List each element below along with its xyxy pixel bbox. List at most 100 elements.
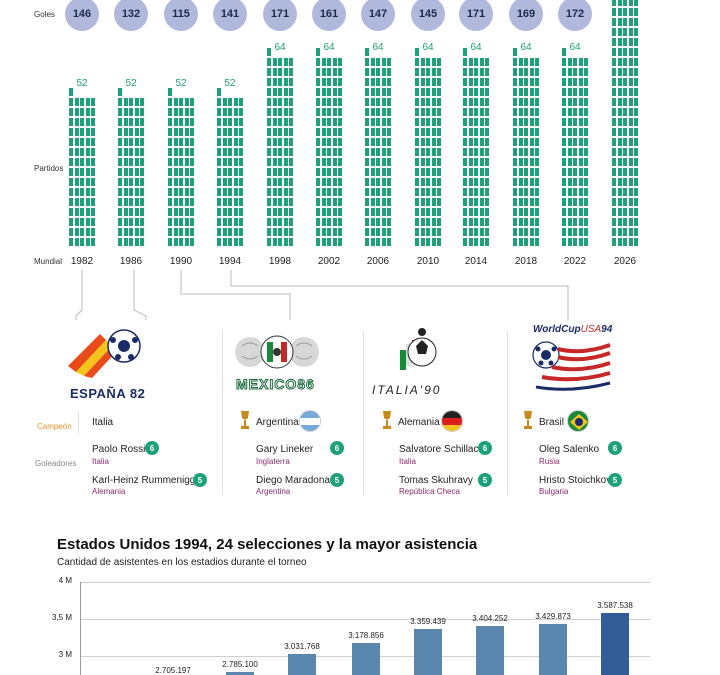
match-cell [518, 148, 523, 156]
match-cell [222, 198, 227, 206]
goals-badge: 6 [478, 441, 492, 455]
match-cell [272, 108, 277, 116]
match-cell [332, 108, 337, 116]
match-cell [387, 148, 391, 156]
match-cell [272, 198, 277, 206]
match-cell [129, 188, 133, 196]
match-cell [584, 98, 588, 106]
match-cell [80, 188, 84, 196]
match-cell [437, 88, 441, 96]
match-cell [513, 188, 517, 196]
match-cell [278, 138, 282, 146]
match-cell [272, 218, 277, 226]
match-cell [634, 8, 638, 16]
match-cell [118, 228, 122, 236]
espana-82-logo [68, 329, 141, 378]
match-cell [513, 78, 517, 86]
match-cell [612, 198, 616, 206]
match-cell [634, 68, 638, 76]
match-cell [573, 158, 577, 166]
match-cell [584, 128, 588, 136]
match-cell [617, 118, 622, 126]
attendance-bar-label: 3.031.768 [284, 641, 320, 651]
match-cell [474, 108, 478, 116]
match-cell [168, 158, 172, 166]
match-cell [365, 148, 369, 156]
match-cell [426, 98, 430, 106]
match-cell [118, 198, 122, 206]
match-cell [278, 128, 282, 136]
match-cell [222, 128, 227, 136]
match-cell [426, 58, 430, 66]
match-cell [567, 98, 572, 106]
match-cell [573, 198, 577, 206]
match-cell [578, 238, 583, 246]
match-cell [468, 118, 473, 126]
match-cell [535, 138, 539, 146]
match-cell [91, 238, 95, 246]
match-cell [474, 148, 478, 156]
match-cell [437, 208, 441, 216]
match-cell [69, 88, 73, 96]
match-cell [578, 58, 583, 66]
match-cell [524, 188, 528, 196]
match-cell [628, 208, 633, 216]
match-cell [239, 208, 243, 216]
match-cell [612, 168, 616, 176]
match-cell [529, 158, 534, 166]
match-cell [426, 118, 430, 126]
match-cell [562, 58, 566, 66]
match-cell [316, 78, 320, 86]
match-cell [289, 178, 293, 186]
match-cell [562, 168, 566, 176]
match-cell [332, 88, 337, 96]
match-cell [529, 218, 534, 226]
match-cell [278, 78, 282, 86]
match-cell [289, 218, 293, 226]
match-cell [634, 78, 638, 86]
year-label-1994: 1994 [218, 256, 242, 267]
match-cell [222, 228, 227, 236]
match-cell [634, 48, 638, 56]
match-cell [233, 168, 238, 176]
year-label-2002: 2002 [317, 256, 341, 267]
match-cell [217, 128, 221, 136]
match-cell [479, 238, 484, 246]
match-cell [321, 88, 326, 96]
match-cell [573, 98, 577, 106]
match-cell [91, 138, 95, 146]
match-cell [426, 238, 430, 246]
match-cell [479, 78, 484, 86]
scorer-name: Diego Maradona [256, 475, 330, 486]
year-label-2014: 2014 [464, 256, 488, 267]
match-cell [239, 168, 243, 176]
match-cell [278, 178, 282, 186]
match-cell [617, 208, 622, 216]
match-cell [415, 238, 419, 246]
match-cell [179, 168, 183, 176]
match-cell [420, 148, 425, 156]
attendance-bar [601, 612, 629, 675]
match-cell [612, 238, 616, 246]
match-cell [426, 168, 430, 176]
match-cell [562, 108, 566, 116]
match-cell [134, 158, 139, 166]
match-cell [370, 238, 375, 246]
match-cell [239, 198, 243, 206]
match-cell [628, 118, 633, 126]
match-cell [289, 68, 293, 76]
match-cell [485, 198, 489, 206]
match-cell [623, 168, 627, 176]
match-cell [118, 108, 122, 116]
match-cell [91, 168, 95, 176]
match-cell [617, 108, 622, 116]
match-cell [239, 228, 243, 236]
attendance-bar-label: 2.785.100 [222, 659, 258, 669]
match-cell [431, 198, 436, 206]
match-cell [190, 198, 194, 206]
divider-3 [507, 330, 508, 495]
match-cell [233, 118, 238, 126]
match-cell [370, 138, 375, 146]
match-cell [134, 228, 139, 236]
match-cell [415, 168, 419, 176]
